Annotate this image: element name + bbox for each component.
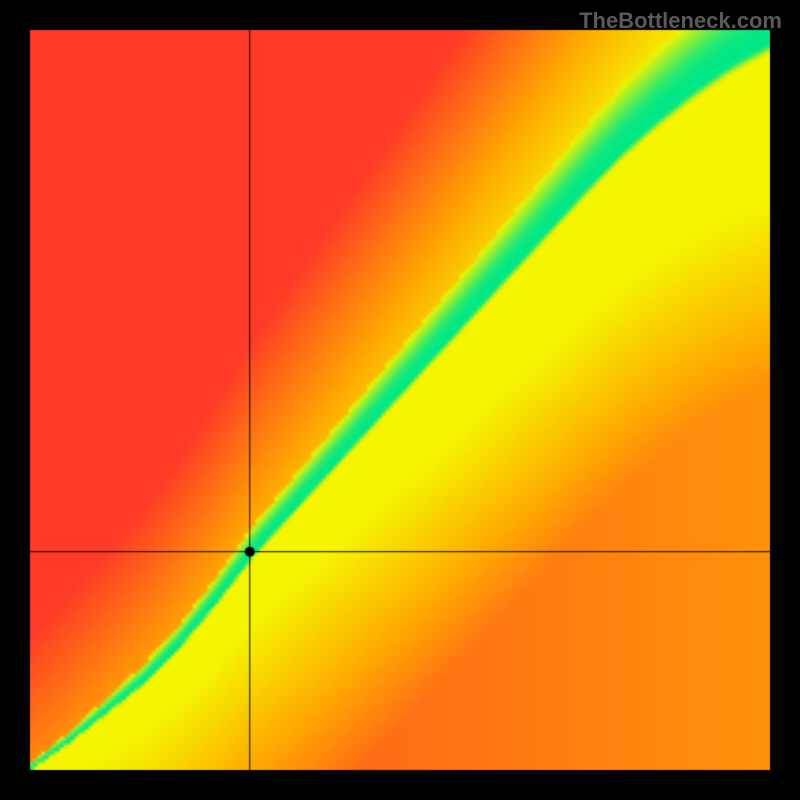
heatmap-canvas <box>0 0 800 800</box>
chart-container: TheBottleneck.com <box>0 0 800 800</box>
watermark-text: TheBottleneck.com <box>579 8 782 34</box>
